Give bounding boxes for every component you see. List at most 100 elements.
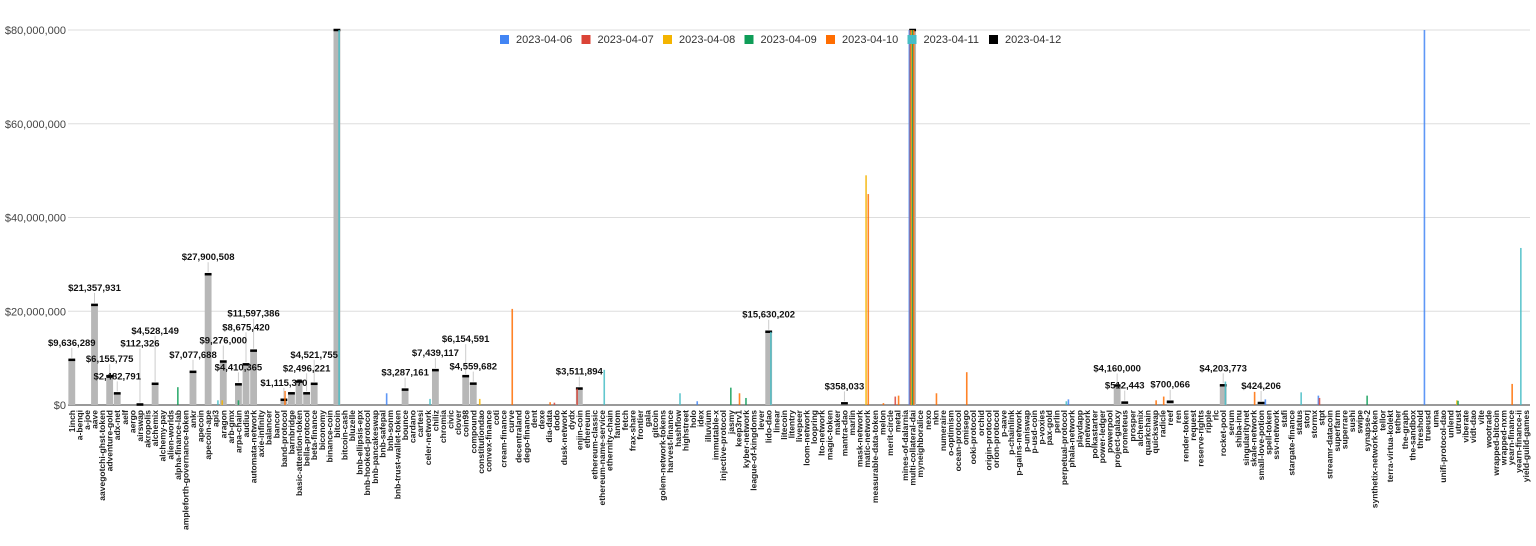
series-bar [221,400,223,405]
series-bar [1423,30,1426,405]
x-tick-label: the-graph [1400,410,1410,449]
x-tick-label: yield-guild-games [1521,410,1531,483]
series-bar [909,30,912,405]
x-tick-label: superrare [1339,410,1349,449]
x-tick-label: automata-network [249,410,259,483]
legend-label: 2023-04-09 [761,34,817,46]
x-tick-label: marlin [847,410,857,436]
x-tick-label: threshold [1415,410,1425,449]
x-tick-label: multi-collateral-dai [908,410,918,486]
bar [431,370,439,405]
series-bar [603,369,606,405]
x-tick-label: stafi [1279,410,1289,427]
x-tick-label: small-love-potion [1256,410,1266,480]
bar [1219,385,1227,405]
x-tick-label: yearn-finance [1506,410,1516,466]
bar [68,359,76,405]
x-tick-label: vidt-dao [1468,410,1478,443]
x-tick-label: curve [506,410,516,433]
x-tick-label: uma [1430,410,1440,428]
x-tick-label: p-chainlink [1006,410,1016,455]
x-tick-label: prometeus [1120,410,1130,454]
x-tick-label: ethereum [582,410,592,449]
x-tick-label: dusk-network [559,410,569,466]
series-bar [1511,383,1513,405]
series-bar [1520,247,1522,405]
x-tick-label: dego-finance [521,410,531,463]
bar [242,364,250,405]
series-bar [177,387,179,405]
x-tick-label: cartesi [415,410,425,437]
x-tick-label: gitcoin [650,410,660,438]
x-tick-label: utrust [1453,410,1463,434]
legend-swatch [500,35,509,44]
x-tick-label: nkn [930,410,940,425]
bar [462,376,470,405]
legend-label: 2023-04-08 [679,34,735,46]
x-tick-label: storj [1302,410,1312,428]
bar [575,388,583,405]
x-tick-label: dodo [552,410,562,431]
x-tick-label: p-aave [999,410,1009,437]
x-tick-label: immutable-x [711,410,721,460]
x-tick-label: adventure-gold [105,410,115,471]
data-label: $6,154,591 [442,334,490,345]
bar [469,383,477,405]
series-bar [1065,401,1068,405]
series-bar [284,390,286,405]
x-tick-label: origin-protocol [983,410,993,470]
data-label: $6,155,775 [86,354,134,365]
x-tick-label: matic-network [862,410,872,468]
bar [1166,401,1174,405]
series-bar [1224,381,1227,405]
x-tick-label: unlend [1445,410,1455,438]
x-tick-label: powerpool [1105,410,1115,453]
data-label: $27,900,508 [182,252,235,263]
x-tick-label: cardano [408,410,418,443]
x-tick-label: pax-gold [1044,410,1054,445]
legend-label: 2023-04-06 [516,34,572,46]
x-tick-label: convex-finance [483,410,493,472]
x-tick-label: bella-protocol [302,410,312,466]
series-bar [237,400,240,405]
x-tick-label: aave [90,410,100,429]
x-tick-label: loopring [809,410,819,444]
x-tick-label: ethernity-chain [605,410,615,471]
data-label: $3,287,161 [381,368,429,379]
x-tick-label: ssv-network [1271,410,1281,460]
legend-swatch [826,35,835,44]
bar [310,383,318,405]
x-tick-label: constitutiondao [476,410,486,474]
x-tick-label: lever [756,409,766,430]
data-label: $2,482,791 [93,371,141,382]
legend-label: 2023-04-07 [598,34,654,46]
bars [68,28,1522,406]
x-tick-label: audius [241,410,251,438]
bar [303,393,311,405]
data-label: $11,597,386 [227,309,279,320]
series-bar [478,398,481,405]
x-tick-label: apecoin-ape [203,410,213,460]
series-bar [1456,400,1458,405]
legend-label: 2023-04-10 [842,34,898,46]
series-bar [911,30,914,405]
bar [106,376,114,405]
series-bar [910,30,913,405]
x-tick-label: dexe [536,410,546,430]
x-tick-label: synthetix-network-token [1370,410,1380,508]
x-tick-label: arb-gmx [226,410,236,444]
series-bar [745,397,747,405]
x-tick-label: frontier [635,409,645,439]
x-tick-label: spell-token [1264,410,1274,455]
y-tick-label: $80,000,000 [5,25,66,37]
x-tick-label: cream-finance [499,410,509,468]
x-tick-label: omisego [961,410,971,445]
x-tick-label: the-sandbox [1408,410,1418,461]
data-label: $4,528,149 [131,326,179,337]
x-tick-label: maker [832,409,842,435]
data-label: $2,496,221 [283,363,331,374]
x-tick-label: reef [1165,410,1175,426]
x-tick-label: a-joe [82,410,92,430]
series-bar [1300,392,1302,405]
label-leader-lines [71,262,1262,403]
